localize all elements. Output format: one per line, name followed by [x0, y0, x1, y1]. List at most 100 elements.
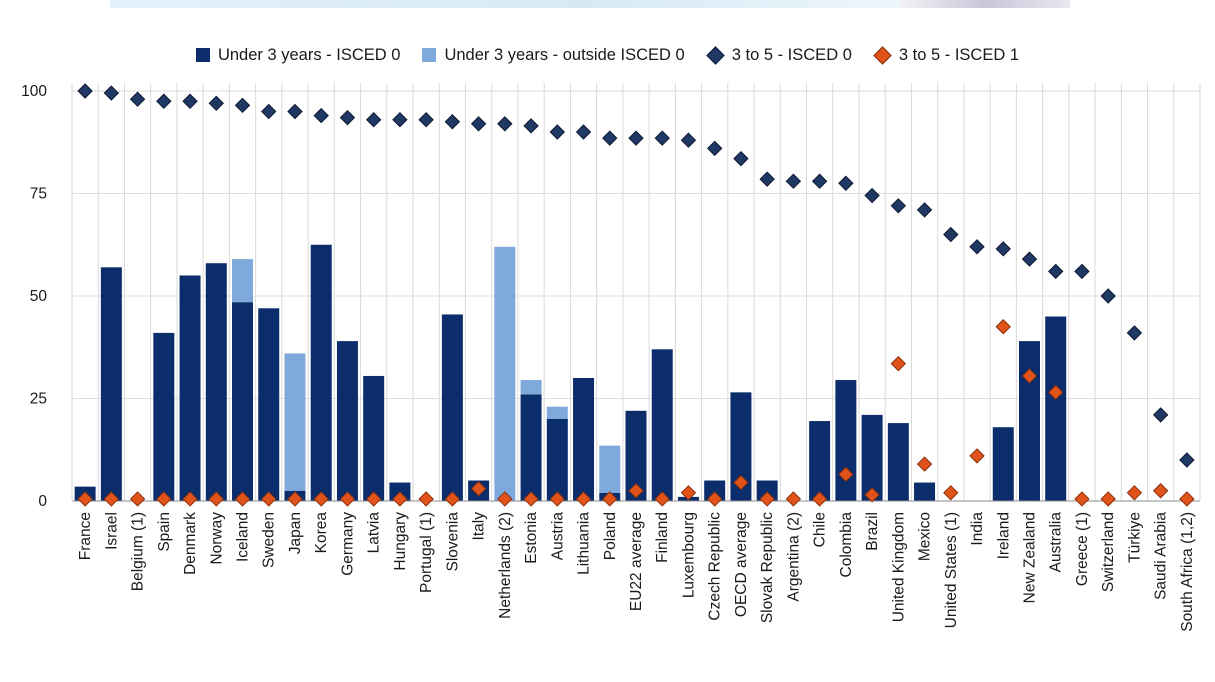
marker-point [470, 480, 487, 497]
legend-item-under3-isced0: Under 3 years - ISCED 0 [195, 45, 401, 65]
legend-label-under3-outside: Under 3 years - outside ISCED 0 [444, 45, 685, 64]
x-tick-label: India [969, 512, 986, 546]
marker-point [523, 491, 539, 507]
x-tick-label: Mexico [917, 512, 934, 561]
marker-point [549, 124, 566, 140]
bar [809, 421, 831, 501]
marker-point [444, 491, 461, 507]
marker-point [575, 124, 592, 140]
bar [756, 480, 778, 501]
x-tick-label: Portugal (1) [418, 512, 435, 593]
x-tick-label: Slovak Republic [759, 512, 776, 623]
marker-point [339, 491, 356, 507]
marker-point [602, 491, 618, 507]
bar [520, 394, 542, 501]
marker-point [392, 491, 408, 507]
marker-point [654, 491, 670, 507]
marker-point [864, 487, 880, 503]
marker-point [1179, 452, 1195, 468]
marker-point [1179, 491, 1195, 507]
x-tick-label: Ireland [995, 512, 1012, 559]
marker-point [1100, 288, 1116, 304]
marker-point [864, 187, 880, 204]
marker-point [365, 491, 382, 507]
marker-point [838, 466, 854, 483]
marker-point [785, 173, 802, 189]
marker-point [182, 491, 198, 507]
bar [914, 482, 936, 501]
x-tick-label: Sweden [261, 512, 278, 568]
marker-point [1021, 251, 1038, 267]
marker-point [208, 491, 224, 507]
x-tick-label: Iceland [235, 512, 252, 562]
marker-point [628, 483, 644, 499]
bar [1045, 316, 1067, 501]
marker-point [706, 491, 723, 507]
marker-point [339, 109, 356, 126]
marker-point [680, 485, 697, 501]
x-tick-label: EU22 average [628, 512, 645, 611]
x-tick-label: Estonia [523, 512, 540, 564]
marker-point [470, 116, 487, 132]
marker-point [733, 474, 749, 491]
bar [179, 275, 201, 501]
bar [232, 302, 254, 501]
bar [205, 263, 227, 501]
x-tick-label: Slovenia [444, 512, 461, 572]
marker-point [129, 491, 146, 507]
marker-point [916, 456, 933, 472]
x-tick-label: Japan [287, 512, 304, 554]
y-tick-label: 50 [30, 288, 48, 305]
legend-label-under3-isced0: Under 3 years - ISCED 0 [217, 45, 401, 64]
x-tick-label: OECD average [733, 512, 750, 617]
marker-point [943, 226, 959, 243]
legend-item-under3-outside: Under 3 years - outside ISCED 0 [422, 45, 685, 65]
y-tick-label: 100 [21, 83, 47, 100]
marker-point [969, 239, 985, 255]
marker-point [628, 130, 644, 146]
bar [704, 480, 726, 501]
bar [494, 246, 516, 501]
marker-point [1021, 368, 1038, 384]
bar [861, 414, 883, 501]
bar [546, 406, 568, 419]
marker-point [733, 150, 749, 167]
x-tick-label: Israel [103, 512, 120, 550]
marker-point [1152, 483, 1169, 499]
bar [573, 378, 595, 501]
marker-point [759, 491, 775, 507]
bar [284, 353, 306, 491]
marker-point [234, 97, 251, 114]
bar [100, 267, 122, 501]
x-tick-label: Türkiye [1126, 512, 1143, 563]
marker-point [575, 491, 592, 507]
marker-point [77, 491, 93, 507]
x-tick-label: Spain [156, 512, 173, 552]
marker-point [287, 103, 303, 120]
marker-point [418, 491, 434, 507]
marker-point [549, 491, 566, 507]
legend-label-3to5-isced0: 3 to 5 - ISCED 0 [731, 45, 852, 64]
x-tick-label: Switzerland [1100, 512, 1117, 592]
bar [992, 427, 1014, 501]
x-tick-label: United Kingdom [890, 512, 907, 622]
marker-point [811, 173, 828, 189]
x-tick-label: Norway [208, 512, 225, 565]
bar [153, 332, 175, 501]
x-tick-label: Belgium (1) [130, 512, 147, 591]
bar [625, 410, 647, 501]
x-tick-label: Australia [1048, 512, 1065, 573]
x-tick-label: Colombia [838, 512, 855, 578]
bar [232, 259, 254, 303]
x-tick-label: Denmark [182, 512, 199, 575]
marker-point [313, 107, 329, 124]
marker-point [1048, 384, 1064, 401]
top-decorative-band [0, 0, 1215, 8]
x-tick-label: Brazil [864, 512, 881, 551]
x-tick-label: South Africa (1,2) [1179, 512, 1196, 632]
x-tick-label: Korea [313, 512, 330, 554]
marker-point [995, 319, 1011, 335]
x-tick-label: Lithuania [576, 512, 593, 575]
marker-point [287, 491, 303, 507]
